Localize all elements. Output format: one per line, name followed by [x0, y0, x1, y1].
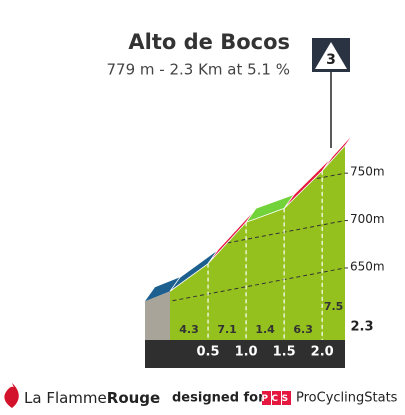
gradient-strip — [321, 131, 356, 172]
designed-for: designed for — [172, 391, 265, 406]
pcs-text: PCS — [261, 394, 291, 404]
brand-left: La FlammeRouge — [24, 389, 160, 407]
elevation-label: 750m — [350, 165, 385, 179]
distance-label: 2.3 — [350, 320, 373, 335]
title: Alto de Bocos — [128, 30, 290, 54]
brand-right: ProCyclingStats — [296, 391, 398, 406]
profile-segment — [284, 170, 323, 340]
distance-label: 2.0 — [311, 345, 334, 360]
elevation-label: 650m — [350, 259, 385, 273]
pcs-box — [272, 391, 281, 405]
subtitle: 779 m - 2.3 Km at 5.1 % — [106, 61, 290, 79]
distance-label: 1.5 — [273, 345, 296, 360]
profile-segment — [322, 145, 345, 340]
plot: 650m 700m 750m 4.3 7.1 1.4 6.3 7.5 0.5 1.0 1.5 2.0 2… — [145, 131, 385, 368]
gradient-label: 4.3 — [179, 323, 199, 336]
gradient-label: 1.4 — [255, 323, 275, 336]
pcs-box — [282, 391, 291, 405]
distance-label: 1.0 — [235, 345, 258, 360]
side-strip — [145, 277, 180, 302]
badge-triangle — [315, 42, 347, 69]
gradient-label: 7.5 — [324, 300, 344, 313]
pcs-box — [262, 391, 271, 405]
profile-segment — [246, 208, 285, 340]
gradient-label: 7.1 — [217, 323, 237, 336]
profile-segment — [170, 263, 209, 340]
category: 3 — [326, 52, 336, 68]
distance-label: 0.5 — [197, 345, 220, 360]
profile-segment — [208, 222, 247, 340]
elevation-label: 700m — [350, 212, 385, 226]
pcs-logo: PCS — [261, 391, 291, 405]
elevation-line — [170, 220, 345, 260]
side-face — [145, 291, 170, 340]
distance-band — [145, 340, 345, 368]
flame-icon — [4, 383, 19, 408]
elevation-line — [170, 267, 345, 307]
gradient-label: 6.3 — [293, 323, 313, 336]
